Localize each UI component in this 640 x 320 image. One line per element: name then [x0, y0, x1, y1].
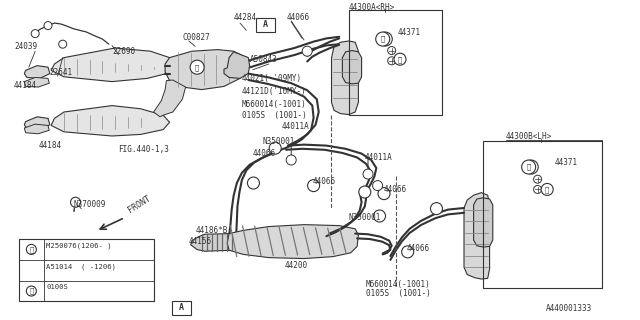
- Circle shape: [308, 180, 319, 192]
- Circle shape: [541, 183, 553, 196]
- Circle shape: [31, 30, 39, 38]
- Bar: [349, 10, 442, 115]
- Text: 44011A: 44011A: [282, 122, 309, 131]
- Text: 44184: 44184: [38, 141, 61, 150]
- Bar: [256, 18, 275, 32]
- Circle shape: [286, 155, 296, 165]
- Bar: [172, 301, 191, 315]
- Circle shape: [190, 60, 204, 74]
- Text: M660014(-1001): M660014(-1001): [242, 100, 307, 109]
- Circle shape: [26, 286, 36, 296]
- Circle shape: [374, 210, 385, 222]
- Polygon shape: [24, 124, 49, 134]
- Text: C00827: C00827: [182, 33, 210, 42]
- Circle shape: [524, 160, 538, 174]
- Circle shape: [302, 46, 312, 56]
- Text: 44066: 44066: [287, 13, 310, 22]
- Text: 44066: 44066: [312, 177, 335, 186]
- Text: 44300B<LH>: 44300B<LH>: [506, 132, 552, 141]
- Circle shape: [59, 40, 67, 48]
- Polygon shape: [342, 51, 362, 84]
- Text: 0105S  (1001-): 0105S (1001-): [366, 289, 431, 298]
- Circle shape: [372, 180, 383, 191]
- Text: 44184: 44184: [14, 81, 37, 90]
- Text: 44066: 44066: [407, 244, 430, 253]
- Polygon shape: [474, 198, 493, 247]
- Text: 24039: 24039: [14, 42, 37, 51]
- Circle shape: [534, 186, 541, 193]
- Text: ②: ②: [398, 56, 402, 62]
- Text: 22641: 22641: [50, 68, 73, 77]
- Text: N370009: N370009: [74, 200, 106, 209]
- Text: 44011A: 44011A: [365, 153, 392, 162]
- Circle shape: [388, 57, 396, 65]
- Polygon shape: [154, 80, 186, 117]
- Text: ②: ②: [527, 164, 531, 170]
- Text: ②: ②: [545, 186, 549, 193]
- Circle shape: [522, 160, 536, 174]
- Text: 44066: 44066: [384, 185, 407, 194]
- Text: 0105S  (1001-): 0105S (1001-): [242, 111, 307, 120]
- Text: 44021(-'09MY): 44021(-'09MY): [242, 74, 302, 83]
- Text: 44371: 44371: [555, 158, 578, 167]
- Text: 44200: 44200: [285, 261, 308, 270]
- Circle shape: [70, 197, 81, 207]
- Text: M660014(-1001): M660014(-1001): [366, 280, 431, 289]
- Circle shape: [402, 246, 413, 258]
- Text: 44186*B: 44186*B: [195, 226, 228, 235]
- Polygon shape: [224, 52, 250, 78]
- Text: A: A: [263, 20, 268, 29]
- Text: ①: ①: [195, 64, 199, 70]
- Text: 22690: 22690: [112, 47, 135, 56]
- Text: A: A: [179, 303, 184, 312]
- Polygon shape: [24, 66, 50, 78]
- Polygon shape: [227, 225, 358, 259]
- Text: ②: ②: [29, 288, 33, 294]
- Text: M250076(1206- ): M250076(1206- ): [46, 243, 112, 249]
- Text: FIG.440-1,3: FIG.440-1,3: [118, 145, 169, 154]
- Text: FRONT: FRONT: [126, 194, 152, 215]
- Polygon shape: [24, 77, 49, 87]
- Text: 44156: 44156: [189, 237, 212, 246]
- Circle shape: [431, 203, 442, 215]
- Polygon shape: [165, 50, 248, 90]
- Circle shape: [269, 142, 281, 154]
- Text: 44300A<RH>: 44300A<RH>: [349, 3, 395, 12]
- Text: 44284: 44284: [234, 13, 257, 22]
- Circle shape: [363, 169, 373, 179]
- Circle shape: [359, 186, 371, 198]
- Polygon shape: [51, 106, 170, 136]
- Circle shape: [248, 177, 259, 189]
- Circle shape: [376, 32, 390, 46]
- Text: 0100S: 0100S: [46, 284, 68, 290]
- Polygon shape: [464, 193, 490, 279]
- Text: 44121D('10MY-): 44121D('10MY-): [242, 87, 307, 96]
- Text: N350001: N350001: [262, 137, 295, 146]
- Text: A440001333: A440001333: [546, 304, 592, 313]
- Text: N350001: N350001: [349, 213, 381, 222]
- Circle shape: [394, 53, 406, 65]
- Polygon shape: [51, 48, 173, 82]
- Polygon shape: [332, 41, 358, 115]
- Circle shape: [534, 175, 541, 183]
- Bar: [19, 239, 154, 301]
- Text: A50843: A50843: [250, 55, 277, 64]
- Text: ①: ①: [29, 246, 33, 253]
- Circle shape: [26, 244, 36, 254]
- Circle shape: [378, 188, 390, 200]
- Text: ②: ②: [381, 36, 385, 42]
- Bar: [483, 141, 602, 288]
- Polygon shape: [24, 117, 50, 130]
- Polygon shape: [191, 234, 240, 251]
- Text: 44371: 44371: [398, 28, 421, 37]
- Text: 44066: 44066: [253, 149, 276, 158]
- Circle shape: [378, 32, 392, 46]
- Text: A51014  ( -1206): A51014 ( -1206): [46, 263, 116, 270]
- Circle shape: [44, 22, 52, 30]
- Circle shape: [388, 47, 396, 55]
